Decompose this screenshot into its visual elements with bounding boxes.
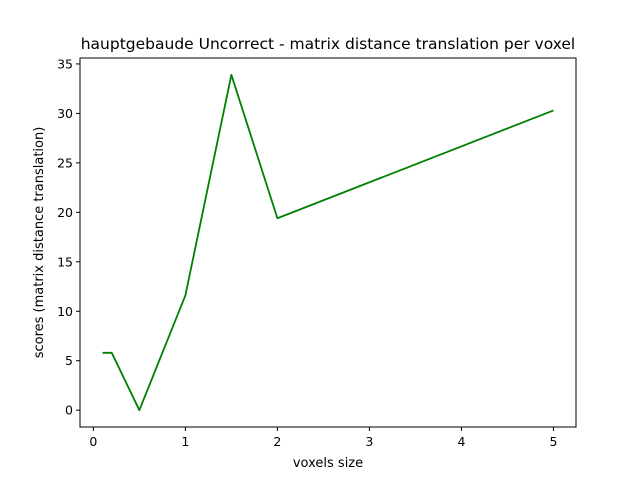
plot-area	[79, 57, 577, 428]
y-tick-label: 25	[57, 155, 73, 170]
x-tick-label: 2	[273, 434, 281, 449]
x-tick-label: 3	[365, 434, 373, 449]
y-tick-label: 10	[57, 304, 73, 319]
x-axis-label: voxels size	[293, 456, 363, 471]
y-tick-label: 20	[57, 205, 73, 220]
chart-title: hauptgebaude Uncorrect - matrix distance…	[81, 35, 576, 53]
x-tick-label: 5	[549, 434, 557, 449]
y-axis: 0 5 10 15 20 25 30 35	[57, 56, 80, 418]
y-tick-label: 30	[57, 106, 73, 121]
x-tick-label: 4	[457, 434, 465, 449]
y-tick-label: 0	[65, 403, 73, 418]
y-tick-label: 5	[65, 353, 73, 368]
plot-frame	[79, 57, 577, 428]
x-tick-label: 1	[181, 434, 189, 449]
series-layer	[102, 73, 554, 412]
y-tick-label: 15	[57, 254, 73, 269]
x-axis: 0 1 2 3 4 5	[89, 427, 557, 449]
y-tick-label: 35	[57, 56, 73, 71]
y-axis-label: scores (matrix distance translation)	[32, 127, 47, 359]
x-tick-label: 0	[89, 434, 97, 449]
series-line	[102, 73, 554, 412]
